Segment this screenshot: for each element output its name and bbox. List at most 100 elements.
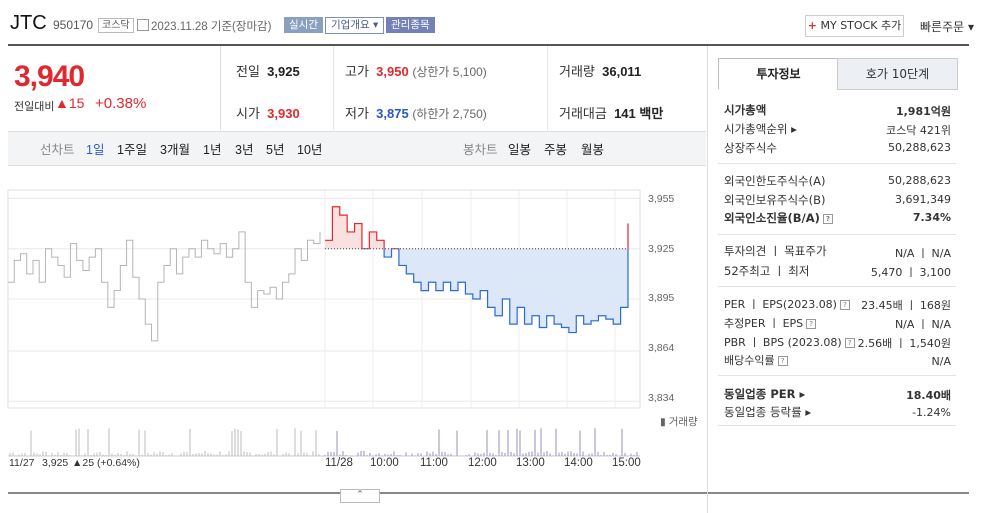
quick-order-button[interactable]: 빠른주문 ▾ (920, 20, 974, 34)
tab-3y[interactable]: 3년 (235, 143, 254, 157)
above-area (325, 206, 628, 249)
est-per-eps-value: N/A ㅣ N/A (894, 318, 951, 331)
stock-code: 950170 (53, 18, 94, 32)
low-price: 저가 3,875 (하한가 2,750) (345, 103, 487, 122)
help-icon[interactable]: ? (839, 300, 850, 310)
upper-limit: (상한가 5,100) (412, 65, 487, 79)
open-label: 시가 (236, 106, 260, 121)
today-line-up (325, 206, 629, 249)
foreign-ratio-label: 외국인소진율(B/A) (724, 211, 820, 225)
sector-rate-value: -1.24% (912, 406, 951, 419)
tab-monthly[interactable]: 월봉 (581, 143, 605, 157)
low-label: 저가 (345, 106, 369, 121)
divider (547, 46, 548, 130)
market-cap-rank-label[interactable]: 시가총액순위 ▸ (724, 122, 797, 136)
foreign-limit-value: 50,288,623 (888, 174, 951, 187)
x-tick-label: 13:00 (516, 457, 545, 469)
below-area (384, 248, 628, 333)
per-eps-label: PER ㅣ EPS(2023.08) (724, 298, 837, 311)
listed-shares-value: 50,288,623 (888, 141, 951, 154)
chart-tab-bar (8, 131, 706, 166)
foreign-ratio-value: 7.34% (912, 211, 951, 224)
week52-label: 52주최고 ㅣ 최저 (724, 264, 810, 278)
candle-chart-label: 봉차트 (463, 143, 498, 157)
y-tick-label: 3,925 (648, 243, 675, 255)
tab-3m[interactable]: 3개월 (160, 143, 190, 157)
tab-5y[interactable]: 5년 (266, 143, 285, 157)
realtime-tag[interactable]: 실시간 (284, 17, 323, 33)
market-cap-label: 시가총액 (724, 103, 767, 117)
volume-axis-label: ▮ 거래량 (660, 416, 698, 428)
open-value: 3,930 (267, 106, 300, 121)
volume-label: 거래량 (559, 64, 595, 79)
divider (718, 286, 956, 287)
prev-day-line (8, 231, 321, 342)
tab-invest-info[interactable]: 투자정보 (718, 58, 839, 89)
low-value: 3,875 (376, 106, 409, 121)
collapse-button[interactable]: ⌃ (340, 489, 380, 503)
dividend: 배당수익률? (724, 352, 788, 368)
change-value: ▲15 (55, 95, 85, 111)
per-eps-value: 23.45배 ㅣ 168원 (861, 299, 951, 312)
y-tick-label: 3,864 (648, 342, 675, 354)
x-tick-label: 11/28 (325, 457, 353, 469)
lower-limit: (하한가 2,750) (412, 107, 487, 121)
price-chart (7, 189, 641, 457)
tab-1y[interactable]: 1년 (203, 143, 222, 157)
x-tick-label: 15:00 (612, 457, 641, 469)
sector-rate-label[interactable]: 동일업종 등락률 ▸ (724, 405, 812, 419)
week52-value: 5,470 ㅣ 3,100 (870, 266, 951, 279)
volume-axis-text: 거래량 (668, 416, 698, 428)
y-tick-label: 3,895 (648, 292, 675, 304)
amount-label: 거래대금 (559, 106, 607, 121)
prev-close: 전일 3,925 (236, 61, 300, 80)
tab-10y[interactable]: 10년 (297, 143, 323, 157)
est-per-eps-label: 추정PER ㅣ EPS (724, 317, 804, 330)
market-badge: 코스닥 (98, 18, 134, 33)
help-icon[interactable]: ? (806, 319, 817, 329)
sector-per-value: 18.40배 (906, 389, 951, 402)
tab-weekly[interactable]: 주봉 (544, 143, 568, 157)
tab-1d[interactable]: 1일 (86, 143, 105, 157)
prev-day-price: 3,925 (42, 457, 69, 469)
prev-day-date: 11/27 (9, 457, 35, 469)
prev-day-change: ▲25 (+0.64%) (72, 457, 140, 469)
x-tick-label: 10:00 (370, 457, 399, 469)
base-date: 2023.11.28 기준(장마감) (151, 21, 272, 33)
high-label: 고가 (345, 64, 369, 79)
change-label: 전일대비 (14, 100, 55, 113)
tab-daily[interactable]: 일봉 (508, 143, 532, 157)
panel-divider (707, 46, 708, 513)
opinion-label: 투자의견 ㅣ 목표주가 (724, 244, 827, 258)
managed-stock-tag: 관리종목 (386, 17, 435, 33)
open-price: 시가 3,930 (236, 103, 300, 122)
pbr-bps: PBR ㅣ BPS (2023.08)? (724, 334, 855, 350)
dividend-label: 배당수익률 (724, 354, 775, 367)
trade-amount: 거래대금 141 백만 (559, 103, 663, 122)
current-price: 3,940 (14, 60, 85, 93)
change-percent: +0.38% (95, 95, 147, 112)
divider (718, 425, 956, 426)
listed-shares-label: 상장주식수 (724, 141, 777, 155)
x-tick-label: 11:00 (420, 457, 448, 469)
foreign-ratio: 외국인소진율(B/A)? (724, 210, 833, 226)
market-cap-value: 1,981억원 (895, 105, 951, 118)
calendar-icon (137, 19, 149, 31)
help-icon[interactable]: ? (777, 356, 788, 366)
opinion-value: N/A ㅣ N/A (894, 247, 951, 260)
help-icon[interactable]: ? (844, 338, 855, 348)
bottom-divider (8, 492, 969, 494)
per-eps: PER ㅣ EPS(2023.08)? (724, 296, 850, 312)
company-overview-dropdown[interactable]: 기업개요 ▾ (325, 17, 385, 34)
add-mystock-button[interactable]: + MY STOCK 추가 (805, 15, 904, 37)
pbr-bps-value: 2.56배 ㅣ 1,540원 (857, 337, 951, 350)
high-value: 3,950 (376, 64, 409, 79)
tab-ask-10[interactable]: 호가 10단계 (837, 58, 958, 90)
sector-per-label[interactable]: 동일업종 PER ▸ (724, 387, 806, 401)
divider (718, 163, 956, 164)
foreign-limit-label: 외국인한도주식수(A) (724, 174, 826, 188)
tab-1w[interactable]: 1주일 (117, 143, 147, 157)
divider (333, 46, 334, 130)
prev-close-value: 3,925 (267, 64, 300, 79)
help-icon[interactable]: ? (822, 213, 833, 224)
